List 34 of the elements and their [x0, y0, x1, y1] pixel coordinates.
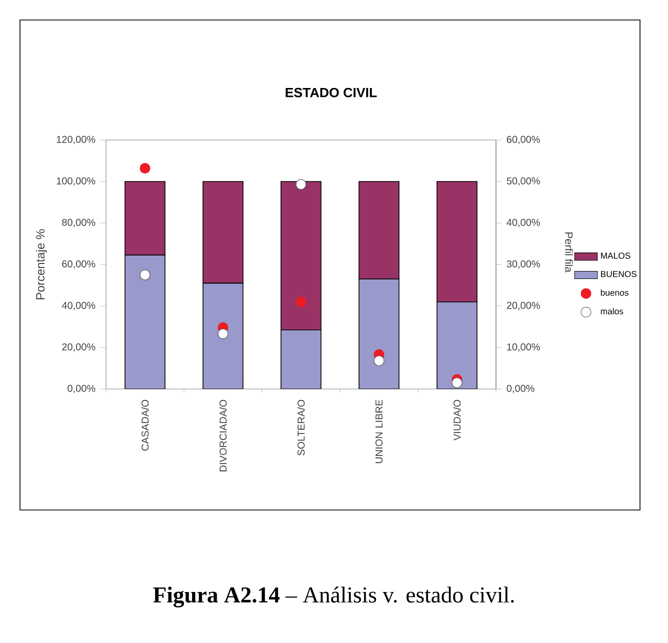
y-tick-label: 60,00%	[62, 260, 96, 269]
y-tick-label: 20,00%	[62, 343, 96, 352]
point	[218, 328, 228, 340]
y-tick-label: 0,00%	[68, 384, 96, 394]
x-tick-label: CASADA/O	[141, 400, 149, 451]
y2-tick-label: 60,00%	[506, 136, 540, 144]
y2-axis-title: Perfil fila	[565, 232, 573, 272]
legend-label: MALOS	[601, 252, 630, 259]
y2-tick-label: 20,00%	[506, 302, 540, 310]
x-tick-label: DIVORCIADA/O	[219, 400, 227, 472]
y2-tick-label: 50,00%	[506, 177, 540, 186]
point	[140, 162, 150, 174]
x-tick-label: VIUDA/O	[453, 400, 461, 440]
point	[296, 296, 306, 308]
chart-title: ESTADO CIVIL	[286, 88, 377, 98]
legend-label: malos	[600, 308, 624, 314]
point	[296, 179, 306, 190]
point	[452, 378, 462, 388]
point	[140, 270, 150, 280]
y2-tick-label: 10,00%	[507, 343, 540, 352]
text: Figura A2.14 – Análisis v. estado civil.	[153, 586, 514, 608]
y-axis-title: Porcentaje %	[36, 229, 47, 300]
y-tick-label: 100,00%	[56, 177, 96, 186]
legend-label: buenos	[600, 289, 628, 296]
y-tick-label: 120,00%	[56, 136, 96, 144]
y-tick-label: 80,00%	[62, 218, 96, 228]
y2-tick-label: 40,00%	[506, 218, 540, 228]
y2-tick-label: 30,00%	[506, 260, 540, 269]
point	[374, 356, 384, 366]
x-tick-label: SOLTERA/O	[297, 400, 305, 456]
x-tick-label: UNION LIBRE	[375, 400, 383, 464]
y-tick-label: 40,00%	[62, 302, 96, 310]
legend-label: BUENOS	[601, 270, 637, 278]
y2-tick-label: 0,00%	[506, 384, 534, 394]
